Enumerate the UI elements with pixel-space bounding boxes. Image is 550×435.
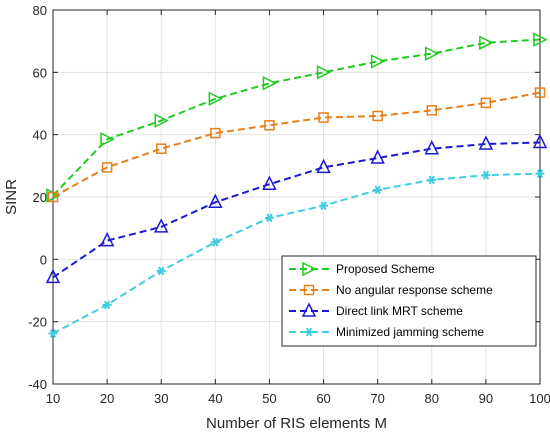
legend-item-3: Minimized jamming scheme	[289, 325, 484, 339]
data-point-2-2	[154, 218, 169, 233]
series-1	[47, 87, 546, 203]
x-tick-label-20: 20	[100, 391, 114, 406]
data-point-3-7	[427, 175, 437, 185]
legend-label-1: No angular response scheme	[336, 283, 493, 297]
data-point-3-6	[373, 185, 383, 195]
x-tick-label-60: 60	[316, 391, 330, 406]
data-point-0-3	[208, 91, 224, 107]
legend: Proposed Scheme No angular response schem…	[281, 255, 537, 347]
data-point-1-7	[426, 105, 438, 116]
legend-item-2: Direct link MRT scheme	[289, 302, 463, 318]
data-point-3-0	[48, 329, 58, 338]
y-tick-label-0: 0	[40, 252, 47, 267]
data-point-2-0	[45, 268, 61, 284]
legend-item-0: Proposed Scheme	[289, 261, 435, 277]
series-2	[45, 133, 548, 284]
series-0	[46, 32, 548, 203]
data-point-3-5	[319, 201, 329, 211]
x-tick-label-100: 100	[529, 391, 550, 406]
y-tick-label-80: 80	[33, 3, 47, 18]
data-point-1-6	[372, 110, 383, 122]
legend-marker-3	[304, 327, 314, 337]
data-point-2-6	[370, 149, 385, 164]
x-tick-label-50: 50	[262, 391, 276, 406]
data-point-3-8	[481, 170, 491, 180]
series-line-3	[52, 172, 541, 335]
series-layer	[45, 32, 548, 338]
legend-label-2: Direct link MRT scheme	[336, 304, 463, 318]
data-point-1-4	[264, 120, 275, 131]
x-tick-label-80: 80	[425, 391, 439, 406]
data-point-0-8	[479, 35, 494, 50]
y-tick-label--20: -20	[28, 315, 47, 330]
data-point-3-1	[102, 300, 112, 310]
data-point-2-4	[262, 175, 277, 190]
data-point-1-0	[47, 191, 59, 203]
series-line-2	[52, 141, 541, 279]
data-point-1-3	[210, 127, 221, 139]
data-point-3-4	[264, 213, 274, 223]
legend-marker-2	[301, 302, 317, 317]
series-line-0	[52, 38, 541, 197]
x-tick-label-90: 90	[479, 391, 493, 406]
data-point-3-9	[535, 169, 545, 179]
data-point-1-1	[101, 162, 113, 173]
data-point-2-3	[208, 193, 223, 209]
data-point-0-6	[370, 54, 386, 69]
data-point-2-1	[99, 231, 115, 247]
y-tick-label-60: 60	[33, 65, 47, 80]
data-point-0-9	[533, 32, 548, 47]
x-tick-label-10: 10	[46, 391, 60, 406]
legend-label-3: Minimized jamming scheme	[336, 325, 484, 339]
series-3	[48, 169, 545, 338]
x-tick-label-70: 70	[370, 391, 384, 406]
data-point-2-7	[424, 140, 439, 155]
data-point-0-7	[425, 46, 440, 61]
data-point-1-8	[480, 97, 492, 109]
legend-marker-0	[302, 261, 317, 277]
data-point-2-8	[478, 135, 494, 150]
data-point-0-5	[316, 65, 332, 80]
series-line-1	[52, 91, 541, 198]
data-point-3-3	[210, 237, 220, 247]
y-tick-label-20: 20	[33, 190, 47, 205]
legend-label-0: Proposed Scheme	[336, 262, 435, 276]
data-point-1-5	[318, 112, 329, 123]
x-tick-label-30: 30	[154, 391, 168, 406]
y-tick-label-40: 40	[33, 128, 47, 143]
legend-item-1: No angular response scheme	[289, 283, 493, 297]
legend-marker-1	[303, 284, 315, 296]
data-point-1-9	[534, 87, 546, 98]
data-point-2-5	[316, 158, 331, 174]
data-point-1-2	[155, 143, 167, 154]
x-tick-label-40: 40	[208, 391, 222, 406]
data-point-0-1	[100, 132, 115, 147]
x-axis-label: Number of RIS elements M	[206, 415, 387, 432]
data-point-2-9	[532, 133, 548, 149]
data-point-0-4	[262, 76, 278, 91]
y-tick-label--40: -40	[28, 377, 47, 392]
data-point-0-2	[154, 113, 169, 128]
data-point-3-2	[156, 266, 166, 276]
y-axis-label: SINR	[3, 179, 20, 215]
